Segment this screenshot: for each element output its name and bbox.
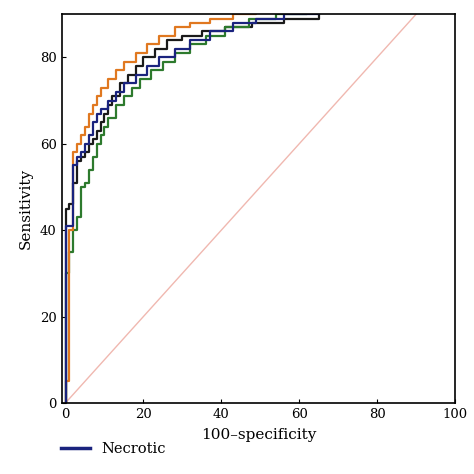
Y-axis label: Sensitivity: Sensitivity <box>19 168 33 249</box>
Legend: Necrotic: Necrotic <box>55 436 172 462</box>
X-axis label: 100–specificity: 100–specificity <box>201 428 316 442</box>
